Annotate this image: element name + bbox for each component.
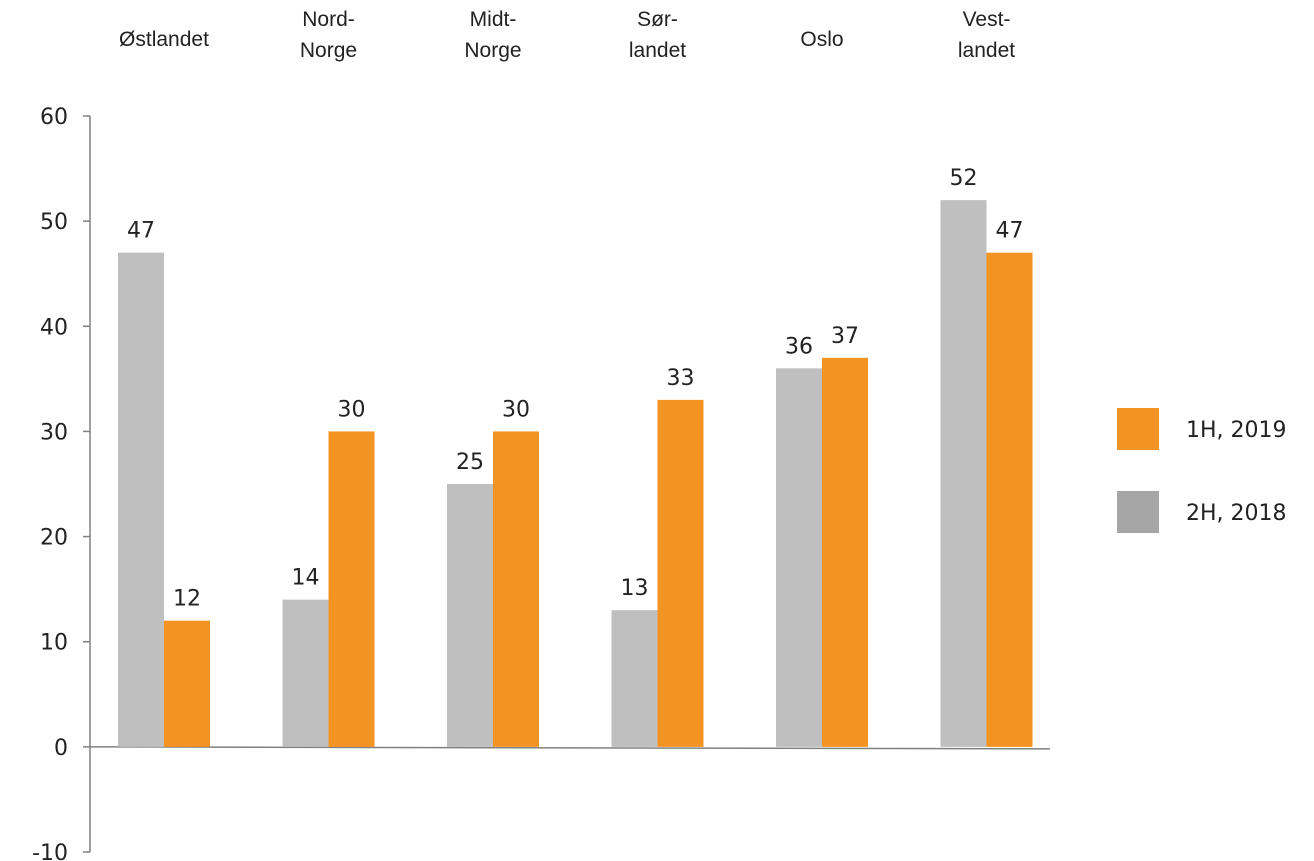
legend-swatch-2h-2018 [1117, 491, 1159, 533]
bar-1h-2019-nord-norge [328, 431, 375, 747]
data-label-2h-2018-stlandet: 47 [127, 219, 155, 244]
bar-2h-2018-stlandet [118, 252, 164, 747]
y-tick-label: 60 [40, 105, 68, 130]
y-axis: 60 50 40 30 20 10 0 -10 [32, 105, 91, 861]
data-label-1h-2019-stlandet: 12 [173, 587, 201, 612]
data-label-2h-2018-vest-landet: 52 [950, 166, 978, 191]
bar-2h-2018-midt-norge [447, 484, 493, 747]
x-axis-baseline [89, 746, 1051, 750]
legend-label-1h-2019: 1H, 2019 [1186, 418, 1287, 443]
data-label-2h-2018-s-r-landet: 13 [621, 576, 649, 601]
category-labels: Østlandet Nord-Norge Midt-Norge Sør-landet O… [119, 8, 1015, 62]
bar-1h-2019-vest-landet [986, 252, 1033, 747]
y-tick-label: 30 [40, 420, 68, 445]
y-tick-label: -10 [32, 841, 68, 861]
category-label-stlandet: Østlandet [119, 28, 209, 51]
y-tick-label: 40 [40, 315, 68, 340]
y-tick-label: 10 [40, 631, 68, 656]
data-labels: 47 12 14 30 25 30 13 33 36 37 52 47 [127, 166, 1024, 612]
data-label-2h-2018-oslo: 36 [785, 334, 813, 359]
y-tick-label: 0 [54, 736, 68, 761]
bars [118, 200, 1033, 747]
data-label-2h-2018-midt-norge: 25 [456, 450, 484, 475]
bar-2h-2018-s-r-landet [611, 610, 658, 747]
x-axis [89, 746, 1051, 750]
data-label-1h-2019-nord-norge: 30 [338, 397, 366, 422]
legend: 1H, 2019 2H, 2018 [1117, 408, 1287, 533]
legend-swatch-1h-2019 [1117, 408, 1159, 450]
bar-2h-2018-oslo [776, 368, 822, 747]
bar-1h-2019-s-r-landet [657, 399, 704, 747]
bar-1h-2019-midt-norge [493, 431, 539, 747]
bar-1h-2019-stlandet [164, 620, 210, 747]
category-label-vest-landet: Vest-landet [958, 8, 1015, 62]
bar-2h-2018-vest-landet [940, 200, 987, 747]
data-label-1h-2019-oslo: 37 [831, 324, 859, 349]
data-label-1h-2019-midt-norge: 30 [502, 397, 530, 422]
legend-label-2h-2018: 2H, 2018 [1186, 501, 1287, 526]
y-tick-label: 50 [40, 210, 68, 235]
data-label-1h-2019-vest-landet: 47 [996, 219, 1024, 244]
data-label-2h-2018-nord-norge: 14 [292, 566, 320, 591]
bar-2h-2018-nord-norge [282, 599, 329, 747]
category-label-oslo: Oslo [800, 28, 843, 51]
y-tick-label: 20 [40, 526, 68, 551]
data-label-1h-2019-s-r-landet: 33 [667, 366, 695, 391]
category-label-s-r-landet: Sør-landet [629, 8, 686, 62]
category-label-midt-norge: Midt-Norge [464, 8, 521, 62]
bar-1h-2019-oslo [822, 357, 868, 747]
category-label-nord-norge: Nord-Norge [300, 8, 357, 62]
